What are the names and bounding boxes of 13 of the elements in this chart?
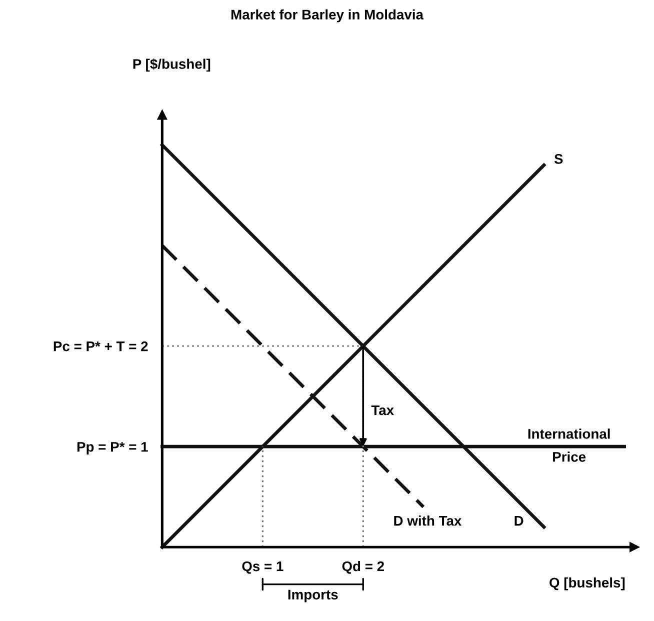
- x-tick-label: Qs = 1: [242, 561, 284, 574]
- y-tick-label: Pp = P* = 1: [77, 442, 148, 454]
- series-label: S: [554, 154, 563, 164]
- text: Imports: [288, 590, 338, 602]
- series-label: D: [514, 516, 524, 526]
- series-label: International Price: [528, 428, 610, 462]
- annotation: Tax: [371, 405, 394, 416]
- series-label: D with Tax: [394, 516, 462, 526]
- y-axis-title: P [$/bushel]: [133, 58, 210, 72]
- x-tick-label: Qd = 2: [342, 560, 384, 574]
- chart-title: Market for Barley in Moldavia: [231, 9, 424, 22]
- y-tick-label: Pc = P* + T = 2: [54, 341, 148, 352]
- x-axis-title: Q [bushels]: [550, 577, 625, 590]
